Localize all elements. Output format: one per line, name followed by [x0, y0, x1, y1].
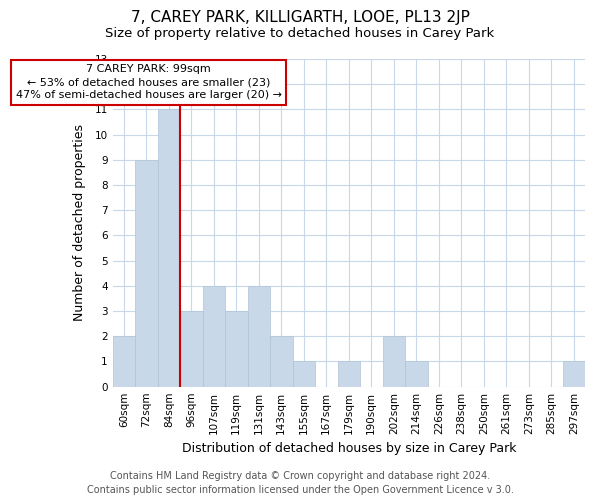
Bar [113, 336, 135, 386]
Bar [563, 362, 585, 386]
Bar [248, 286, 270, 386]
Text: Contains HM Land Registry data © Crown copyright and database right 2024.
Contai: Contains HM Land Registry data © Crown c… [86, 471, 514, 495]
Text: Size of property relative to detached houses in Carey Park: Size of property relative to detached ho… [106, 28, 494, 40]
Bar [383, 336, 405, 386]
X-axis label: Distribution of detached houses by size in Carey Park: Distribution of detached houses by size … [182, 442, 516, 455]
Bar [225, 311, 248, 386]
Bar [270, 336, 293, 386]
Bar [293, 362, 315, 386]
Bar [180, 311, 203, 386]
Y-axis label: Number of detached properties: Number of detached properties [73, 124, 86, 322]
Text: 7, CAREY PARK, KILLIGARTH, LOOE, PL13 2JP: 7, CAREY PARK, KILLIGARTH, LOOE, PL13 2J… [131, 10, 469, 25]
Text: 7 CAREY PARK: 99sqm
← 53% of detached houses are smaller (23)
47% of semi-detach: 7 CAREY PARK: 99sqm ← 53% of detached ho… [16, 64, 281, 100]
Bar [158, 110, 180, 386]
Bar [405, 362, 428, 386]
Bar [338, 362, 360, 386]
Bar [135, 160, 158, 386]
Bar [203, 286, 225, 386]
